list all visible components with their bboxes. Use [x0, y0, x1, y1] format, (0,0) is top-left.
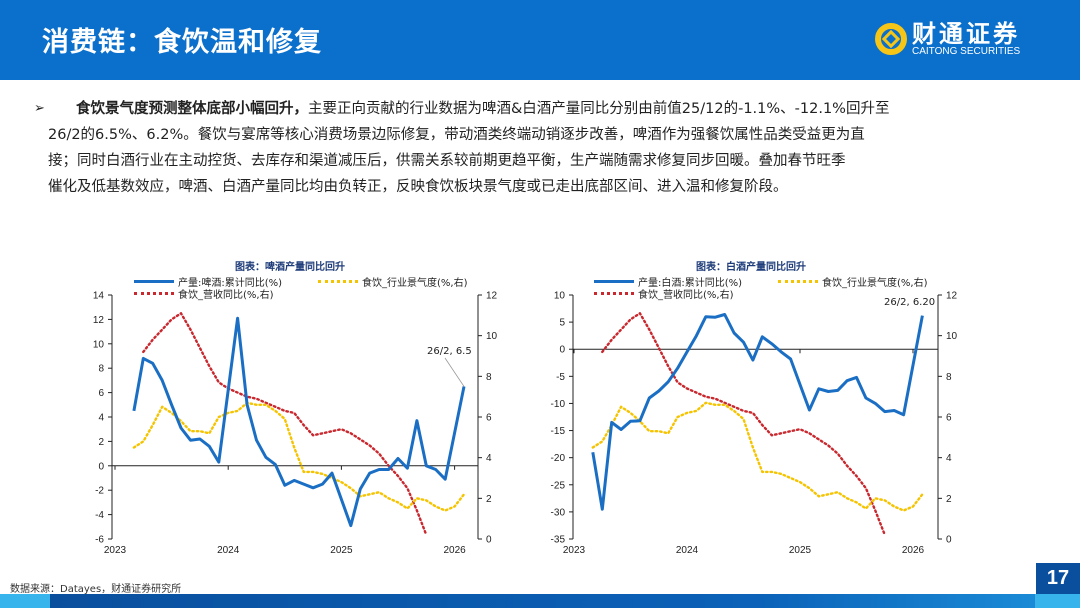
chart1-title: 图表：啤酒产量同比回升 [235, 262, 345, 273]
chart2-ytick-label: 5 [559, 318, 565, 329]
chart1-ytick-label: -6 [95, 535, 104, 546]
chart2-y2tick-label: 10 [946, 331, 958, 342]
chart2-xtick-label: 2026 [902, 545, 925, 556]
page-number: 17 [1036, 563, 1080, 594]
chart1-annotation: 26/2, 6.5 [427, 346, 472, 357]
chart1-y2tick-label: 0 [486, 535, 492, 546]
chart2-series-2-line [591, 401, 924, 512]
chart2-y2tick-label: 0 [946, 535, 952, 546]
chart1-y2tick-label: 4 [486, 453, 492, 464]
page-title: 消费链：食饮温和修复 [42, 27, 322, 58]
chart2-annotation: 26/2, 6.20 [884, 297, 936, 308]
chart1-legend-beer: 产量:啤酒:累计同比(%) [134, 274, 282, 289]
chart1-y2tick-label: 6 [486, 413, 492, 424]
chart2-ytick-label: -5 [556, 372, 565, 383]
chart1-ytick-label: -4 [95, 510, 104, 521]
summary-line-4: 催化及低基数效应，啤酒、白酒产量同比均由负转正，反映食饮板块景气度或已走出底部区… [48, 179, 788, 195]
chart2-series-1-line [591, 313, 924, 511]
arrow-bullet-icon: ➢ [34, 101, 45, 116]
chart2-y2tick-label: 6 [946, 413, 952, 424]
chart1-series-1-line [132, 316, 466, 528]
chart2-ytick-label: -25 [551, 480, 566, 491]
chart2-legend-sentiment: 食饮_行业景气度(%,右) [778, 274, 927, 289]
chart1-ytick-label: 8 [98, 364, 104, 375]
chart1-xtick-label: 2023 [104, 545, 127, 556]
chart2-series-3-line [601, 312, 886, 537]
chart1-ytick-label: -2 [95, 486, 104, 497]
logo-emblem-icon [875, 23, 907, 55]
chart1-ytick-label: 12 [93, 315, 105, 326]
chart2-xtick-label: 2025 [789, 545, 812, 556]
summary-line-3: 接；同时白酒行业在主动控货、去库存和渠道减压后，供需关系较前期更趋平衡，生产端随… [48, 153, 846, 169]
chart1-ytick-label: 6 [98, 388, 104, 399]
chart2-legend-baijiu: 产量:白酒:累计同比(%) [594, 274, 742, 289]
logo-text-en: CAITONG SECURITIES [912, 46, 1021, 57]
summary-lead: 食饮景气度预测整体底部小幅回升， [76, 101, 308, 117]
footer-bar [0, 594, 1080, 608]
chart2-ytick-label: 0 [559, 345, 565, 356]
logo-text-cn: 财通证券 [912, 20, 1020, 48]
chart1-series-3-line [142, 312, 428, 537]
chart1-annotation-leader [444, 357, 465, 387]
chart1-y2tick-label: 10 [486, 331, 498, 342]
chart1-legend-revenue: 食饮_营收同比(%,右) [134, 286, 273, 301]
chart2-ytick-label: -10 [551, 399, 566, 410]
chart2-xtick-label: 2023 [563, 545, 586, 556]
company-logo: 财通证券 CAITONG SECURITIES [874, 16, 1064, 64]
summary-line-2: 26/2的6.5%、6.2%。餐饮与宴席等核心消费场景边际修复，带动酒类终端动销… [48, 127, 865, 143]
chart1-ytick-label: 4 [98, 413, 104, 424]
chart2-ytick-label: -30 [551, 507, 566, 518]
chart1-ytick-label: 0 [98, 461, 104, 472]
chart1-ytick-label: 10 [93, 339, 105, 350]
chart1-y2tick-label: 2 [486, 494, 492, 505]
summary-line-1: 主要正向贡献的行业数据为啤酒&白酒产量同比分别由前值25/12的-1.1%、-1… [308, 101, 890, 117]
chart1-ytick-label: 2 [98, 437, 104, 448]
data-source: 数据来源：Datayes，财通证券研究所 [10, 584, 182, 595]
chart2-ytick-label: -15 [551, 426, 566, 437]
chart2-y2tick-label: 8 [946, 372, 952, 383]
chart2-ytick-label: 10 [554, 291, 566, 302]
chart2-y2tick-label: 2 [946, 494, 952, 505]
chart1-xtick-label: 2026 [443, 545, 466, 556]
summary-paragraph: ➢ 食饮景气度预测整体底部小幅回升，主要正向贡献的行业数据为啤酒&白酒产量同比分… [34, 96, 1048, 200]
chart2-ytick-label: -35 [551, 535, 566, 546]
chart2-legend-revenue: 食饮_营收同比(%,右) [594, 286, 733, 301]
chart1-xtick-label: 2024 [217, 545, 240, 556]
chart1-xtick-label: 2025 [330, 545, 353, 556]
chart2-title: 图表：白酒产量同比回升 [696, 262, 806, 273]
header-bar: 消费链：食饮温和修复 财通证券 CAITONG SECURITIES [0, 0, 1080, 80]
chart2-y2tick-label: 12 [946, 291, 958, 302]
chart1-legend-sentiment: 食饮_行业景气度(%,右) [318, 274, 467, 289]
chart2-y2tick-label: 4 [946, 453, 952, 464]
chart1-y2tick-label: 12 [486, 291, 498, 302]
chart2-ytick-label: -20 [551, 453, 566, 464]
chart1-ytick-label: 14 [93, 291, 105, 302]
chart1-y2tick-label: 8 [486, 372, 492, 383]
chart1-series-2-line [132, 401, 466, 512]
chart2-xtick-label: 2024 [676, 545, 699, 556]
